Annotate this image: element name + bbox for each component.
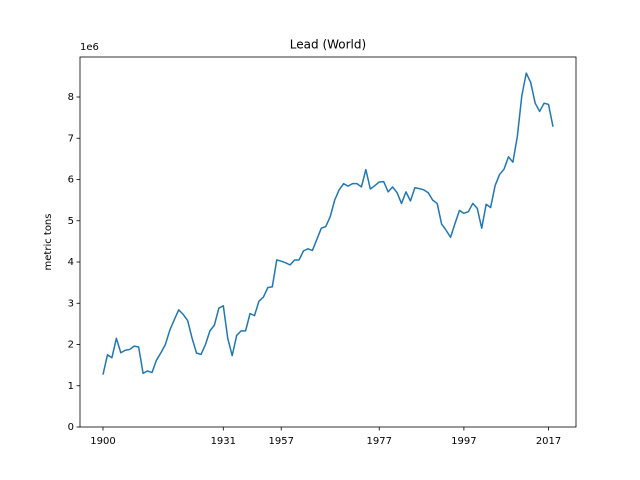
y-tick-label: 7 [68,133,74,144]
x-tick-label: 1900 [90,436,115,447]
plot-frame [79,56,577,428]
chart-title: Lead (World) [290,38,366,52]
y-tick-label: 3 [68,298,74,309]
y-tick-label: 8 [68,92,74,103]
y-tick-label: 4 [68,257,74,268]
offset-label: 1e6 [80,42,99,53]
x-tick-label: 1997 [451,436,476,447]
x-tick-label: 1931 [211,436,236,447]
y-tick-label: 2 [68,340,74,351]
x-tick-label: 1977 [367,436,392,447]
y-tick-label: 1 [68,381,74,392]
x-tick-label: 2017 [536,436,561,447]
y-axis-label: metric tons [43,214,54,271]
y-tick-label: 6 [68,175,74,186]
y-tick-label: 5 [68,216,74,227]
y-tick-label: 0 [68,422,74,433]
data-line [102,72,554,375]
x-tick-label: 1957 [268,436,293,447]
